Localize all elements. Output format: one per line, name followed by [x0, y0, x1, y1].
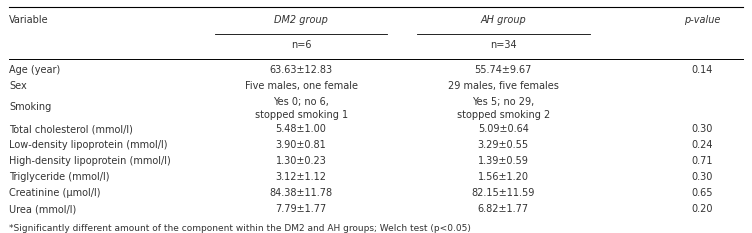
Text: 1.30±0.23: 1.30±0.23 [276, 156, 326, 166]
Text: 0.71: 0.71 [691, 156, 713, 166]
Text: Variable: Variable [9, 15, 49, 25]
Text: 63.63±12.83: 63.63±12.83 [269, 65, 332, 75]
Text: Age (year): Age (year) [9, 65, 60, 75]
Text: Urea (mmol/l): Urea (mmol/l) [9, 204, 76, 214]
Text: 84.38±11.78: 84.38±11.78 [269, 188, 332, 198]
Text: *Significantly different amount of the component within the DM2 and AH groups; W: *Significantly different amount of the c… [9, 224, 471, 233]
Text: 1.56±1.20: 1.56±1.20 [478, 172, 529, 182]
Text: 1.39±0.59: 1.39±0.59 [478, 156, 529, 166]
Text: 0.20: 0.20 [691, 204, 713, 214]
Text: 0.14: 0.14 [691, 65, 713, 75]
Text: 0.65: 0.65 [691, 188, 713, 198]
Text: p-value: p-value [684, 15, 720, 25]
Text: 3.29±0.55: 3.29±0.55 [478, 140, 529, 151]
Text: Yes 5; no 29,: Yes 5; no 29, [472, 97, 535, 107]
Text: Yes 0; no 6,: Yes 0; no 6, [273, 97, 329, 107]
Text: 5.09±0.64: 5.09±0.64 [478, 124, 529, 134]
Text: 3.90±0.81: 3.90±0.81 [276, 140, 326, 151]
Text: Creatinine (µmol/l): Creatinine (µmol/l) [9, 188, 100, 198]
Text: 55.74±9.67: 55.74±9.67 [475, 65, 532, 75]
Text: Sex: Sex [9, 81, 26, 91]
Text: 0.24: 0.24 [691, 140, 713, 151]
Text: 0.30: 0.30 [691, 124, 713, 134]
Text: Low-density lipoprotein (mmol/l): Low-density lipoprotein (mmol/l) [9, 140, 168, 151]
Text: 7.79±1.77: 7.79±1.77 [275, 204, 326, 214]
Text: n=6: n=6 [291, 40, 311, 50]
Text: DM2 group: DM2 group [274, 15, 328, 25]
Text: Total cholesterol (mmol/l): Total cholesterol (mmol/l) [9, 124, 133, 134]
Text: Smoking: Smoking [9, 102, 51, 112]
Text: stopped smoking 2: stopped smoking 2 [456, 110, 550, 120]
Text: AH group: AH group [481, 15, 526, 25]
Text: 0.30: 0.30 [691, 172, 713, 182]
Text: Five males, one female: Five males, one female [244, 81, 358, 91]
Text: 5.48±1.00: 5.48±1.00 [276, 124, 326, 134]
Text: 29 males, five females: 29 males, five females [448, 81, 559, 91]
Text: 3.12±1.12: 3.12±1.12 [275, 172, 326, 182]
Text: 6.82±1.77: 6.82±1.77 [478, 204, 529, 214]
Text: Triglyceride (mmol/l): Triglyceride (mmol/l) [9, 172, 109, 182]
Text: High-density lipoprotein (mmol/l): High-density lipoprotein (mmol/l) [9, 156, 171, 166]
Text: n=34: n=34 [490, 40, 517, 50]
Text: stopped smoking 1: stopped smoking 1 [254, 110, 347, 120]
Text: 82.15±11.59: 82.15±11.59 [472, 188, 535, 198]
